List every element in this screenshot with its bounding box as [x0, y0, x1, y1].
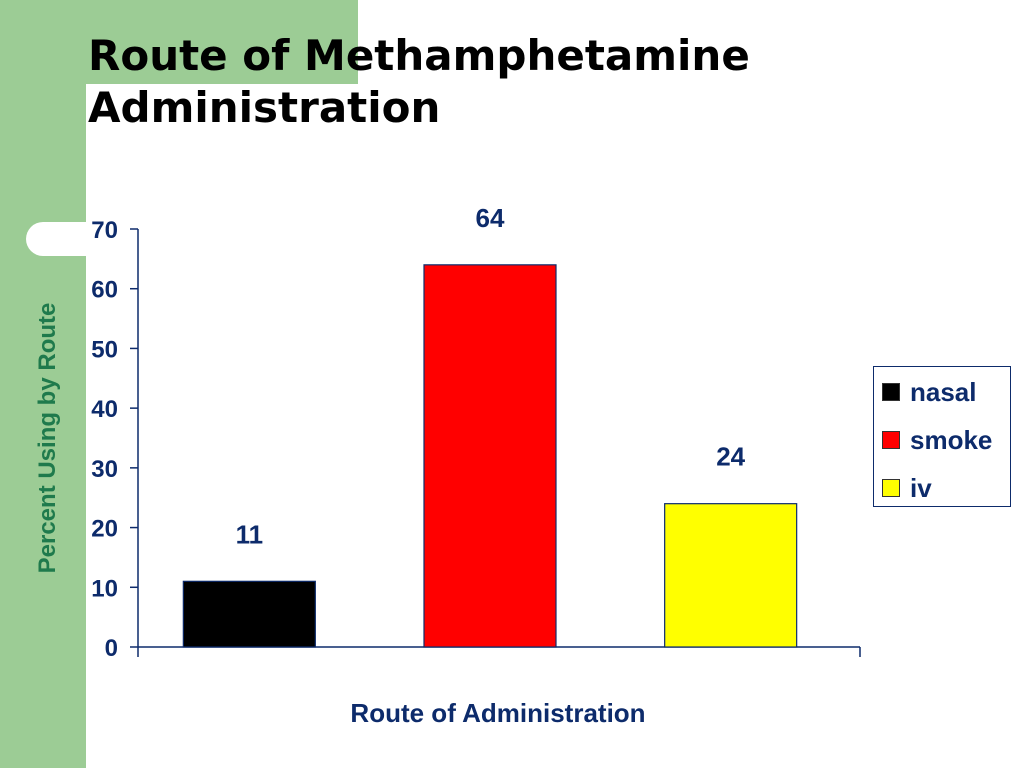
legend-item-iv: iv: [882, 473, 932, 503]
legend-label-smoke: smoke: [910, 424, 993, 455]
bar-smoke: [423, 264, 557, 648]
y-tick-label: 70: [91, 217, 118, 244]
legend-label-nasal: nasal: [910, 376, 977, 407]
y-tick-label: 30: [91, 456, 118, 483]
bar-nasal: [182, 580, 316, 648]
y-tick-label: 60: [91, 277, 118, 304]
data-label-nasal: 11: [236, 519, 264, 549]
chart-data-labels: 11 64 24: [236, 203, 746, 549]
x-axis-title: Route of Administration: [350, 698, 646, 728]
legend-item-nasal: nasal: [882, 377, 977, 407]
y-tick-label: 40: [91, 396, 118, 423]
data-label-iv: 24: [716, 442, 745, 472]
chart-bars: [182, 264, 798, 648]
legend-item-smoke: smoke: [882, 425, 992, 455]
legend-swatch-nasal: [882, 383, 900, 401]
y-tick-label: 0: [105, 635, 118, 662]
band-notch: [26, 222, 86, 256]
slide-title: Route of Methamphetamine Administration: [88, 31, 750, 132]
data-label-smoke: 64: [476, 203, 505, 233]
chart-legend: nasal smoke iv: [873, 366, 1011, 507]
y-tick-label: 10: [91, 575, 118, 602]
top-decoration-band: [86, 0, 358, 84]
legend-label-iv: iv: [910, 472, 932, 503]
legend-swatch-smoke: [882, 431, 900, 449]
legend-swatch-iv: [882, 479, 900, 497]
side-decoration-band: [0, 0, 86, 768]
bar-iv: [664, 503, 798, 648]
y-tick-label: 50: [91, 336, 118, 363]
y-tick-label: 20: [91, 516, 118, 543]
chart-axes: 0 10 20 30 40 50 60 70: [91, 217, 861, 662]
